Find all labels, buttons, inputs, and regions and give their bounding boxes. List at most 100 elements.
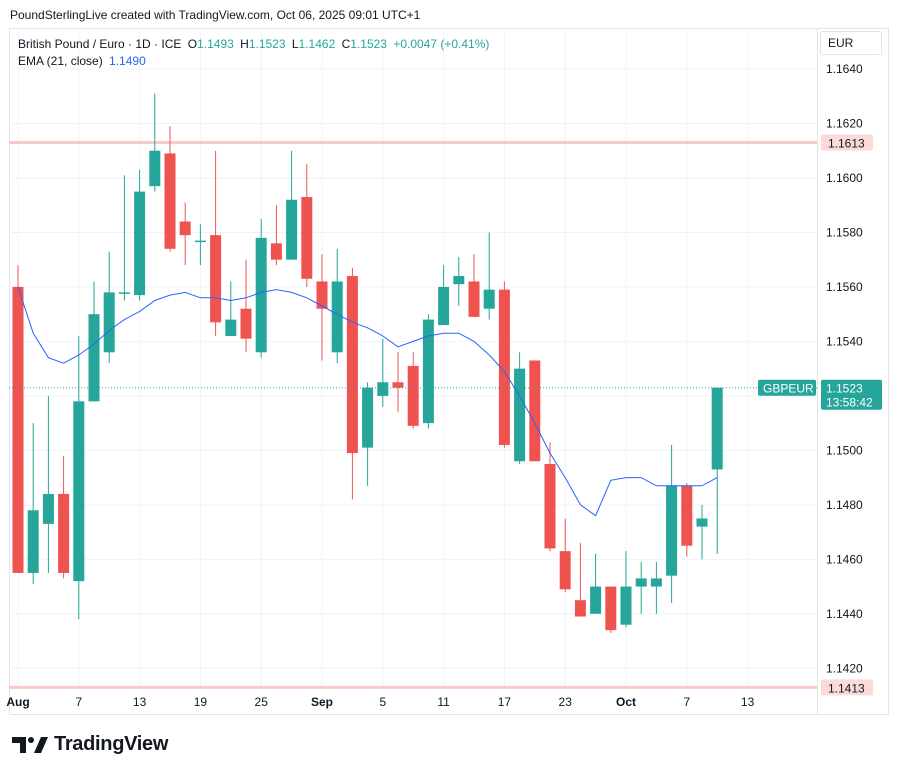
candle [301, 164, 313, 287]
chart-frame [9, 28, 889, 715]
candle [270, 205, 282, 266]
date-tick-label: Oct [616, 695, 636, 709]
chart-credit: PoundSterlingLive created with TradingVi… [10, 8, 421, 22]
candle [483, 232, 495, 320]
candles [12, 93, 723, 633]
candle-body [377, 382, 389, 396]
candle-body [635, 578, 647, 587]
candle-body [331, 281, 343, 353]
candle [696, 504, 708, 560]
candle [164, 126, 176, 252]
candle-body [88, 314, 100, 402]
candle [666, 444, 678, 603]
date-tick-label: 19 [194, 695, 208, 709]
candle [73, 335, 85, 620]
candle [179, 202, 191, 266]
price-tick-labels: 1.1640 1.1620 1.1600 1.1580 1.1560 1.1540 1.15… [826, 62, 863, 675]
candle [574, 542, 586, 617]
candle-body [407, 365, 419, 426]
tradingview-logo[interactable]: TradingView [12, 733, 168, 756]
candle-body [681, 485, 693, 546]
candle [103, 251, 115, 364]
ema-label[interactable]: EMA (21, close) [18, 54, 103, 68]
price-tick-label: 1.1640 [826, 62, 863, 76]
candle-body [210, 235, 222, 323]
candle-body [149, 150, 161, 187]
candle [529, 360, 541, 462]
candle-body [164, 153, 176, 249]
candle [635, 562, 647, 614]
ema-value: 1.1490 [109, 54, 146, 68]
lower-level-tag: 1.1413 [821, 679, 873, 696]
symbol-title[interactable]: British Pound / Euro · 1D · ICE [18, 37, 182, 51]
ema-line [17, 286, 718, 517]
candle-body [118, 292, 130, 294]
candle-body [362, 387, 374, 448]
candle-body [240, 308, 252, 339]
candle-body [559, 551, 571, 590]
candle [559, 518, 571, 593]
upper-level-tag-bg [821, 134, 873, 151]
price-tick-label: 1.1460 [826, 552, 863, 566]
candle-body [42, 493, 54, 524]
candle [240, 259, 252, 353]
last-price-text: 1.1523 [826, 382, 863, 396]
candle-body [73, 401, 85, 582]
price-tick-label: 1.1540 [826, 334, 863, 348]
candle-body [468, 281, 480, 317]
price-tick-label: 1.1560 [826, 280, 863, 294]
candle [392, 352, 404, 413]
candle-body [346, 276, 358, 454]
open-value: 1.1493 [197, 37, 234, 51]
low-label: L [291, 37, 299, 51]
tradingview-logo-icon [12, 736, 48, 753]
candle-body [650, 578, 662, 587]
chart-legend: British Pound / Euro · 1D · ICE O1.1493 … [18, 36, 492, 70]
symbol-tag: GBPEUR [758, 379, 816, 396]
price-tick-label: 1.1420 [826, 661, 863, 675]
candle [407, 352, 419, 429]
countdown-text: 13:58:42 [826, 396, 873, 410]
candle [498, 281, 510, 448]
candle-body [574, 600, 586, 617]
candle-body [27, 510, 39, 573]
currency-button[interactable]: EUR [820, 31, 882, 55]
symbol-tag-text: GBPEUR [763, 382, 814, 396]
candle-body [711, 387, 723, 470]
date-tick-label: 5 [379, 695, 386, 709]
candle-body [134, 191, 146, 296]
candle [711, 387, 723, 554]
candle [544, 442, 556, 552]
candle [194, 224, 206, 266]
candle [605, 586, 617, 633]
candle [377, 338, 389, 407]
last-price-tag-bg [821, 379, 882, 410]
high-label: H [240, 37, 249, 51]
candle-body [590, 586, 602, 614]
candle [331, 248, 343, 364]
price-tick-label: 1.1480 [826, 498, 863, 512]
candle-body [498, 289, 510, 445]
candle [422, 314, 434, 429]
price-tick-label: 1.1620 [826, 116, 863, 130]
candle [134, 169, 146, 301]
candle-body [12, 286, 24, 573]
candle-body [544, 463, 556, 549]
candle [12, 265, 24, 573]
candle-body [286, 199, 298, 260]
candle [468, 254, 480, 317]
symbol-tag-bg [758, 379, 816, 396]
date-tick-label: 25 [255, 695, 269, 709]
candle [88, 281, 100, 402]
date-tick-label: 23 [559, 695, 573, 709]
candle [286, 150, 298, 260]
price-axis[interactable] [817, 28, 889, 715]
candle [225, 281, 237, 336]
date-tick-label: Sep [311, 695, 333, 709]
candle [681, 483, 693, 557]
candle [118, 175, 130, 301]
close-label: C [341, 37, 351, 51]
